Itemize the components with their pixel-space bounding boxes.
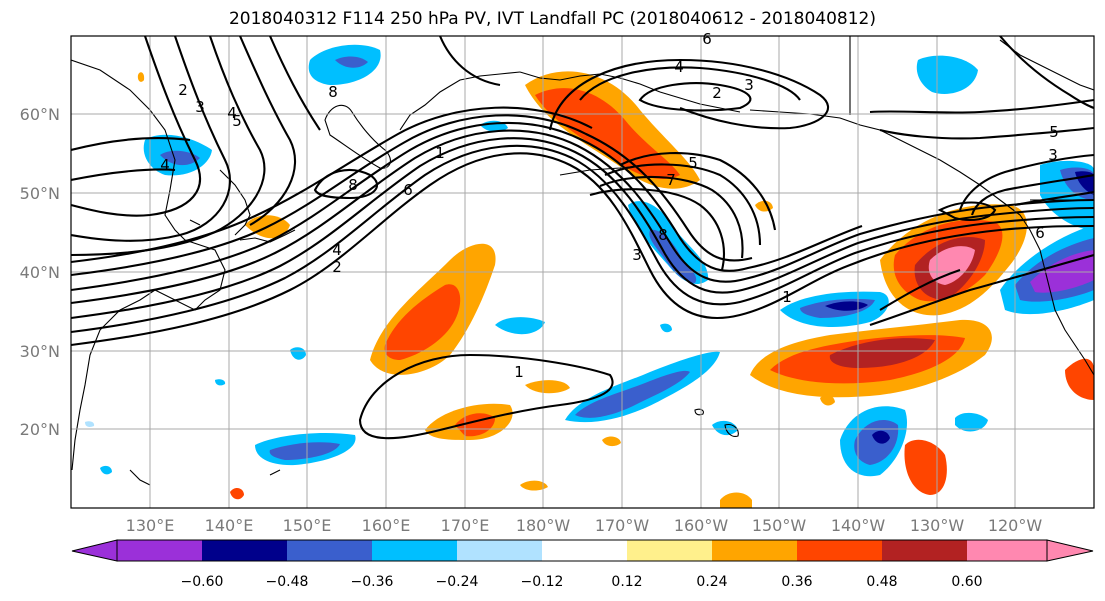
colorbar-tick-label: 0.12 [611, 574, 642, 590]
latitude-labels: 60°N 50°N 40°N 30°N 20°N [20, 105, 60, 439]
colorbar-swatch [117, 540, 202, 561]
positive-anomaly-west-pacific [370, 243, 496, 375]
contour-label: 7 [666, 171, 676, 189]
lon-label: 170°W [595, 516, 650, 535]
lon-label: 150°W [752, 516, 807, 535]
colorbar-tick-label: 0.48 [866, 574, 897, 590]
lon-label: 170°E [441, 516, 490, 535]
lon-label: 140°E [205, 516, 254, 535]
lat-label: 50°N [20, 184, 60, 203]
lon-label: 140°W [831, 516, 886, 535]
contour-label: 6 [702, 30, 712, 48]
pv-contours [71, 36, 1094, 440]
contour-label: 8 [328, 83, 338, 101]
lon-label: 160°E [362, 516, 411, 535]
colorbar-swatch [627, 540, 712, 561]
contour-label: 6 [1035, 224, 1045, 242]
contour-label: 3 [1048, 146, 1058, 164]
contour-label: 1 [782, 288, 792, 306]
colorbar-swatch [797, 540, 882, 561]
contour-label: 8 [658, 226, 668, 244]
colorbar-tick-label: 0.24 [696, 574, 727, 590]
negative-anomaly-patches [85, 44, 1094, 477]
colorbar: −0.60 −0.48 −0.36 −0.24 −0.12 0.12 0.24 … [71, 539, 1094, 590]
colorbar-tick-label: −0.36 [351, 574, 394, 590]
map-title: 2018040312 F114 250 hPa PV, IVT Landfall… [228, 9, 876, 29]
lat-label: 40°N [20, 263, 60, 282]
contour-label: 3 [195, 98, 205, 116]
contour-label: 3 [744, 76, 754, 94]
contour-label: 4 [160, 156, 170, 174]
colorbar-extend-high [1046, 539, 1094, 562]
lon-label: 120°W [988, 516, 1043, 535]
colorbar-extend-low [71, 539, 118, 562]
contour-label: 2 [178, 81, 188, 99]
colorbar-tick-label: 0.60 [951, 574, 982, 590]
contour-label: 2 [332, 258, 342, 276]
colorbar-tick-label: 0.36 [781, 574, 812, 590]
contour-label: 3 [632, 246, 642, 264]
contour-label: 1 [435, 144, 445, 162]
contour-label: 5 [1049, 123, 1059, 141]
contour-label: 1 [514, 363, 524, 381]
lon-label: 130°W [910, 516, 965, 535]
colorbar-tick-label: −0.60 [181, 574, 224, 590]
colorbar-tick-label: −0.12 [521, 574, 564, 590]
map-frame [70, 35, 1095, 509]
colorbar-swatch [967, 540, 1047, 561]
lon-label: 130°E [126, 516, 175, 535]
contour-label: 4 [227, 104, 237, 122]
lat-label: 30°N [20, 342, 60, 361]
contour-label: 4 [674, 58, 684, 76]
longitude-labels: 130°E 140°E 150°E 160°E 170°E 180°W 170°… [126, 516, 1043, 535]
graticule [71, 36, 1094, 508]
lon-label: 180°W [516, 516, 571, 535]
lon-label: 160°W [674, 516, 729, 535]
colorbar-swatch [542, 540, 627, 561]
contour-label: 8 [348, 176, 358, 194]
contour-label: 5 [688, 154, 698, 172]
lat-label: 60°N [20, 105, 60, 124]
colorbar-tick-label: −0.24 [436, 574, 479, 590]
contour-label: 2 [712, 84, 722, 102]
colorbar-swatch [372, 540, 457, 561]
colorbar-swatch [202, 540, 287, 561]
contour-labels: 2 3 4 5 4 8 8 6 4 2 1 6 4 2 3 5 7 8 3 1 … [160, 30, 1059, 381]
colorbar-swatch [882, 540, 967, 561]
lat-label: 20°N [20, 420, 60, 439]
lon-label: 150°E [283, 516, 332, 535]
contour-label: 6 [403, 181, 413, 199]
colorbar-tick-label: −0.48 [266, 574, 309, 590]
positive-anomaly-east-pacific [750, 204, 1094, 495]
contour-label: 4 [332, 241, 342, 259]
colorbar-outline [116, 539, 1048, 562]
colorbar-swatch [712, 540, 797, 561]
colorbar-swatch [287, 540, 372, 561]
colorbar-swatch [457, 540, 542, 561]
shaded-fields [85, 44, 1094, 508]
contour-label: 5 [232, 112, 242, 130]
